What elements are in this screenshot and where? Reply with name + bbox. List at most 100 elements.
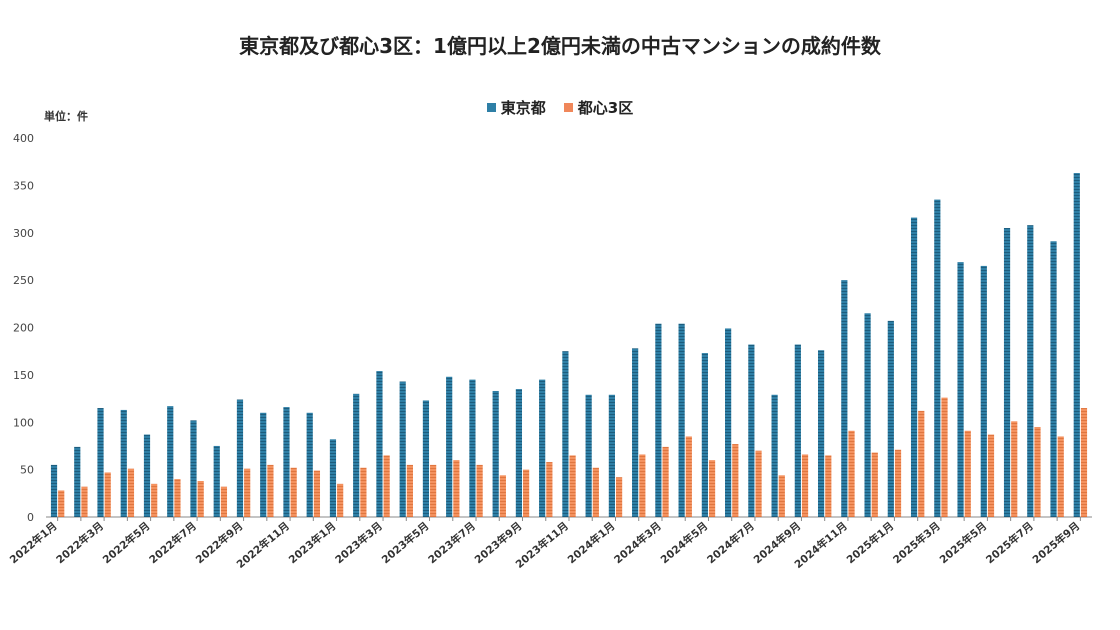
- legend-swatch-central3: [563, 103, 573, 112]
- y-tick-label: 200: [13, 322, 34, 335]
- bar-central3: [337, 483, 344, 517]
- unit-label: 単位：件: [44, 110, 88, 123]
- bar-central3: [662, 446, 669, 517]
- bar-central3: [290, 467, 297, 517]
- bar-tokyo: [539, 379, 546, 517]
- y-tick-label: 50: [20, 464, 34, 477]
- bar-central3: [801, 454, 809, 517]
- bar-central3: [406, 464, 413, 517]
- bar-central3: [592, 467, 599, 517]
- legend-swatch-tokyo: [486, 103, 496, 112]
- bar-central3: [453, 460, 460, 517]
- bar-tokyo: [655, 323, 662, 517]
- bar-central3: [313, 470, 321, 517]
- x-tick-label: 2022年1月: [7, 519, 59, 566]
- bar-tokyo: [74, 446, 81, 517]
- bar-central3: [267, 464, 274, 517]
- bar-tokyo: [399, 381, 406, 517]
- x-tick-label: 2025年3月: [890, 519, 942, 566]
- y-tick-label: 100: [13, 416, 34, 429]
- bar-central3: [151, 483, 158, 517]
- bar-tokyo: [376, 371, 383, 517]
- bar-central3: [58, 490, 65, 517]
- x-tick-label: 2023年1月: [286, 519, 338, 566]
- x-tick-label: 2025年5月: [937, 519, 989, 566]
- bar-tokyo: [469, 379, 476, 517]
- bar-central3: [894, 449, 902, 517]
- bar-central3: [918, 410, 925, 517]
- bar-tokyo: [492, 390, 499, 517]
- x-tick-label: 2023年3月: [333, 519, 385, 566]
- bar-central3: [569, 455, 576, 517]
- bar-tokyo: [817, 350, 825, 517]
- bar-tokyo: [794, 344, 801, 517]
- bar-tokyo: [167, 406, 174, 517]
- y-tick-label: 400: [13, 132, 34, 145]
- bar-tokyo: [585, 394, 592, 517]
- bar-tokyo: [213, 445, 220, 517]
- x-tick-label: 2025年9月: [1030, 519, 1082, 566]
- bar-central3: [615, 477, 623, 517]
- bar-tokyo: [283, 407, 290, 517]
- bar-tokyo: [887, 320, 894, 517]
- bar-tokyo: [748, 344, 755, 517]
- bar-central3: [1034, 426, 1041, 517]
- bar-tokyo: [236, 399, 244, 517]
- bar-central3: [476, 464, 483, 517]
- bar-tokyo: [260, 412, 267, 517]
- bar-central3: [941, 397, 948, 517]
- bar-tokyo: [515, 389, 523, 517]
- bar-central3: [104, 472, 111, 517]
- bar-central3: [1080, 408, 1088, 517]
- bar-tokyo: [980, 265, 987, 517]
- bar-central3: [708, 460, 716, 517]
- y-tick-label: 350: [13, 179, 34, 192]
- bar-tokyo: [353, 393, 360, 517]
- bar-tokyo: [725, 328, 732, 517]
- x-tick-label: 2024年3月: [611, 519, 663, 566]
- bar-central3: [755, 450, 762, 517]
- bar-central3: [244, 468, 251, 517]
- bar-tokyo: [446, 376, 453, 517]
- bar-central3: [546, 462, 553, 517]
- bar-tokyo: [97, 408, 104, 517]
- bar-tokyo: [1027, 225, 1034, 518]
- bar-tokyo: [422, 400, 430, 517]
- bar-tokyo: [1003, 228, 1011, 517]
- bar-tokyo: [632, 348, 639, 517]
- bar-tokyo: [120, 409, 127, 517]
- bar-tokyo: [1050, 241, 1057, 517]
- bar-central3: [778, 475, 785, 517]
- bar-central3: [732, 444, 739, 517]
- bar-central3: [197, 480, 204, 517]
- x-tick-label: 2024年1月: [565, 519, 617, 566]
- bar-tokyo: [678, 323, 685, 517]
- x-tick-label: 2023年7月: [426, 519, 478, 566]
- x-tick-label: 2025年1月: [844, 519, 896, 566]
- x-tick-label: 2023年5月: [379, 519, 431, 566]
- legend-label-tokyo: 東京都: [500, 99, 546, 117]
- bar-central3: [499, 475, 506, 517]
- bar-central3: [523, 469, 530, 517]
- x-tick-label: 2022年3月: [54, 519, 106, 566]
- bar-tokyo: [562, 351, 569, 517]
- bar-central3: [1011, 421, 1018, 517]
- chart-title: 東京都及び都心3区：1億円以上2億円未満の中古マンションの成約件数: [239, 34, 881, 58]
- x-tick-label: 2024年7月: [704, 519, 756, 566]
- bar-tokyo: [143, 434, 151, 517]
- bar-tokyo: [306, 412, 313, 517]
- y-tick-label: 0: [27, 511, 34, 524]
- legend: 東京都 都心3区: [0, 97, 1120, 118]
- bar-central3: [220, 486, 228, 517]
- x-tick-label: 2022年5月: [100, 519, 152, 566]
- bar-central3: [430, 464, 437, 517]
- bar-tokyo: [841, 280, 848, 517]
- bar-central3: [360, 467, 367, 517]
- bar-tokyo: [910, 217, 918, 517]
- y-tick-label: 300: [13, 227, 34, 240]
- bar-central3: [685, 436, 692, 517]
- legend-item-central3: 都心3区: [563, 97, 633, 118]
- x-tick-label: 2022年7月: [147, 519, 199, 566]
- bar-central3: [964, 430, 971, 517]
- bar-tokyo: [934, 199, 941, 517]
